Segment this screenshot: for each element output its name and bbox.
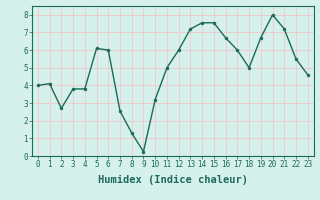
X-axis label: Humidex (Indice chaleur): Humidex (Indice chaleur): [98, 175, 248, 185]
